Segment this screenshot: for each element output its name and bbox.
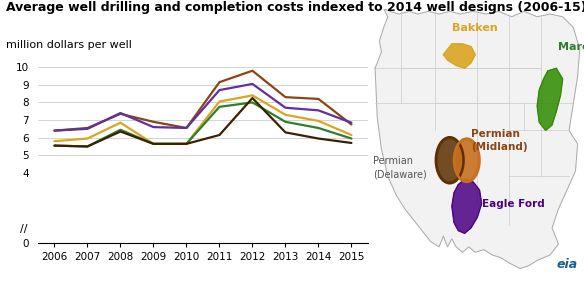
Text: eia: eia: [557, 258, 578, 271]
Ellipse shape: [455, 140, 478, 181]
Text: Permian: Permian: [471, 128, 520, 139]
Text: million dollars per well: million dollars per well: [6, 40, 132, 50]
Text: Eagle Ford: Eagle Ford: [482, 198, 544, 209]
Polygon shape: [443, 44, 475, 68]
Text: //: //: [20, 224, 27, 234]
Text: (Delaware): (Delaware): [373, 169, 427, 179]
Text: Marcellus: Marcellus: [558, 42, 584, 52]
Text: (Midland): (Midland): [471, 142, 528, 152]
Polygon shape: [452, 179, 482, 233]
Polygon shape: [537, 68, 562, 130]
Text: Average well drilling and completion costs indexed to 2014 well designs (2006-15: Average well drilling and completion cos…: [6, 1, 584, 14]
Ellipse shape: [437, 139, 463, 182]
Text: Permian: Permian: [373, 156, 413, 166]
Polygon shape: [375, 9, 580, 268]
Text: Bakken: Bakken: [452, 23, 498, 33]
